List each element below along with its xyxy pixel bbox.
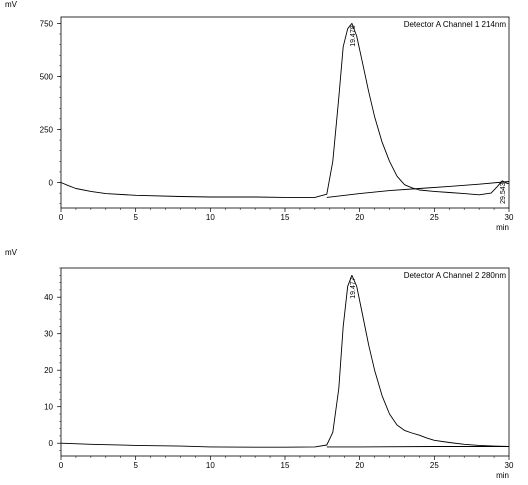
chart1-x-axis-unit: min bbox=[496, 223, 509, 232]
chart1-y-tick-label: 500 bbox=[40, 72, 54, 81]
chart1-plot-frame bbox=[60, 16, 510, 209]
chart2-x-tick-label: 15 bbox=[281, 461, 290, 470]
chart2-y-tick-label: 20 bbox=[44, 366, 53, 375]
chart1-x-tick-label: 10 bbox=[206, 213, 215, 222]
chart1-x-tick-label: 5 bbox=[133, 213, 138, 222]
chart2-y-tick-label: 0 bbox=[49, 439, 54, 448]
chart2-x-tick-label: 20 bbox=[355, 461, 364, 470]
chart2-x-tick-label: 30 bbox=[505, 461, 514, 470]
chart2-x-tick-label: 5 bbox=[133, 461, 138, 470]
chart1-baseline-trace bbox=[326, 181, 510, 198]
y-unit-label-bottom: mV bbox=[5, 248, 17, 257]
chart1-x-tick-label: 15 bbox=[281, 213, 290, 222]
chart1-x-tick-label: 25 bbox=[430, 213, 439, 222]
chart2-y-tick-label: 40 bbox=[44, 293, 53, 302]
chart2-y-tick-label: 10 bbox=[44, 403, 53, 412]
chart2-peak-label: 19.477 bbox=[350, 277, 357, 299]
chart2-signal-trace bbox=[60, 274, 510, 448]
chart1-channel-title: Detector A Channel 1 214nm bbox=[404, 20, 507, 29]
chart1-y-tick-label: 750 bbox=[40, 19, 54, 28]
chart2-x-tick-label: 0 bbox=[59, 461, 64, 470]
chart1-x-tick-label: 30 bbox=[505, 213, 514, 222]
chart2-x-axis-unit: min bbox=[496, 471, 509, 480]
chart1-x-tick-label: 20 bbox=[355, 213, 364, 222]
chart2-y-tick-label: 30 bbox=[44, 330, 53, 339]
chart1-x-tick-label: 0 bbox=[59, 213, 64, 222]
chart2-x-tick-label: 10 bbox=[206, 461, 215, 470]
chart1-peak-label: 19.478 bbox=[350, 25, 357, 47]
chart2-plot-frame bbox=[60, 267, 510, 457]
chart1-y-tick-label: 250 bbox=[40, 125, 54, 134]
y-unit-label-top: mV bbox=[5, 0, 17, 9]
chart2-channel-title: Detector A Channel 2 280nm bbox=[404, 271, 507, 280]
chart2-x-tick-label: 25 bbox=[430, 461, 439, 470]
chart1-peak-label: 29.543 bbox=[500, 182, 507, 204]
chart1-y-tick-label: 0 bbox=[49, 179, 54, 188]
chart1-signal-trace bbox=[60, 22, 510, 198]
